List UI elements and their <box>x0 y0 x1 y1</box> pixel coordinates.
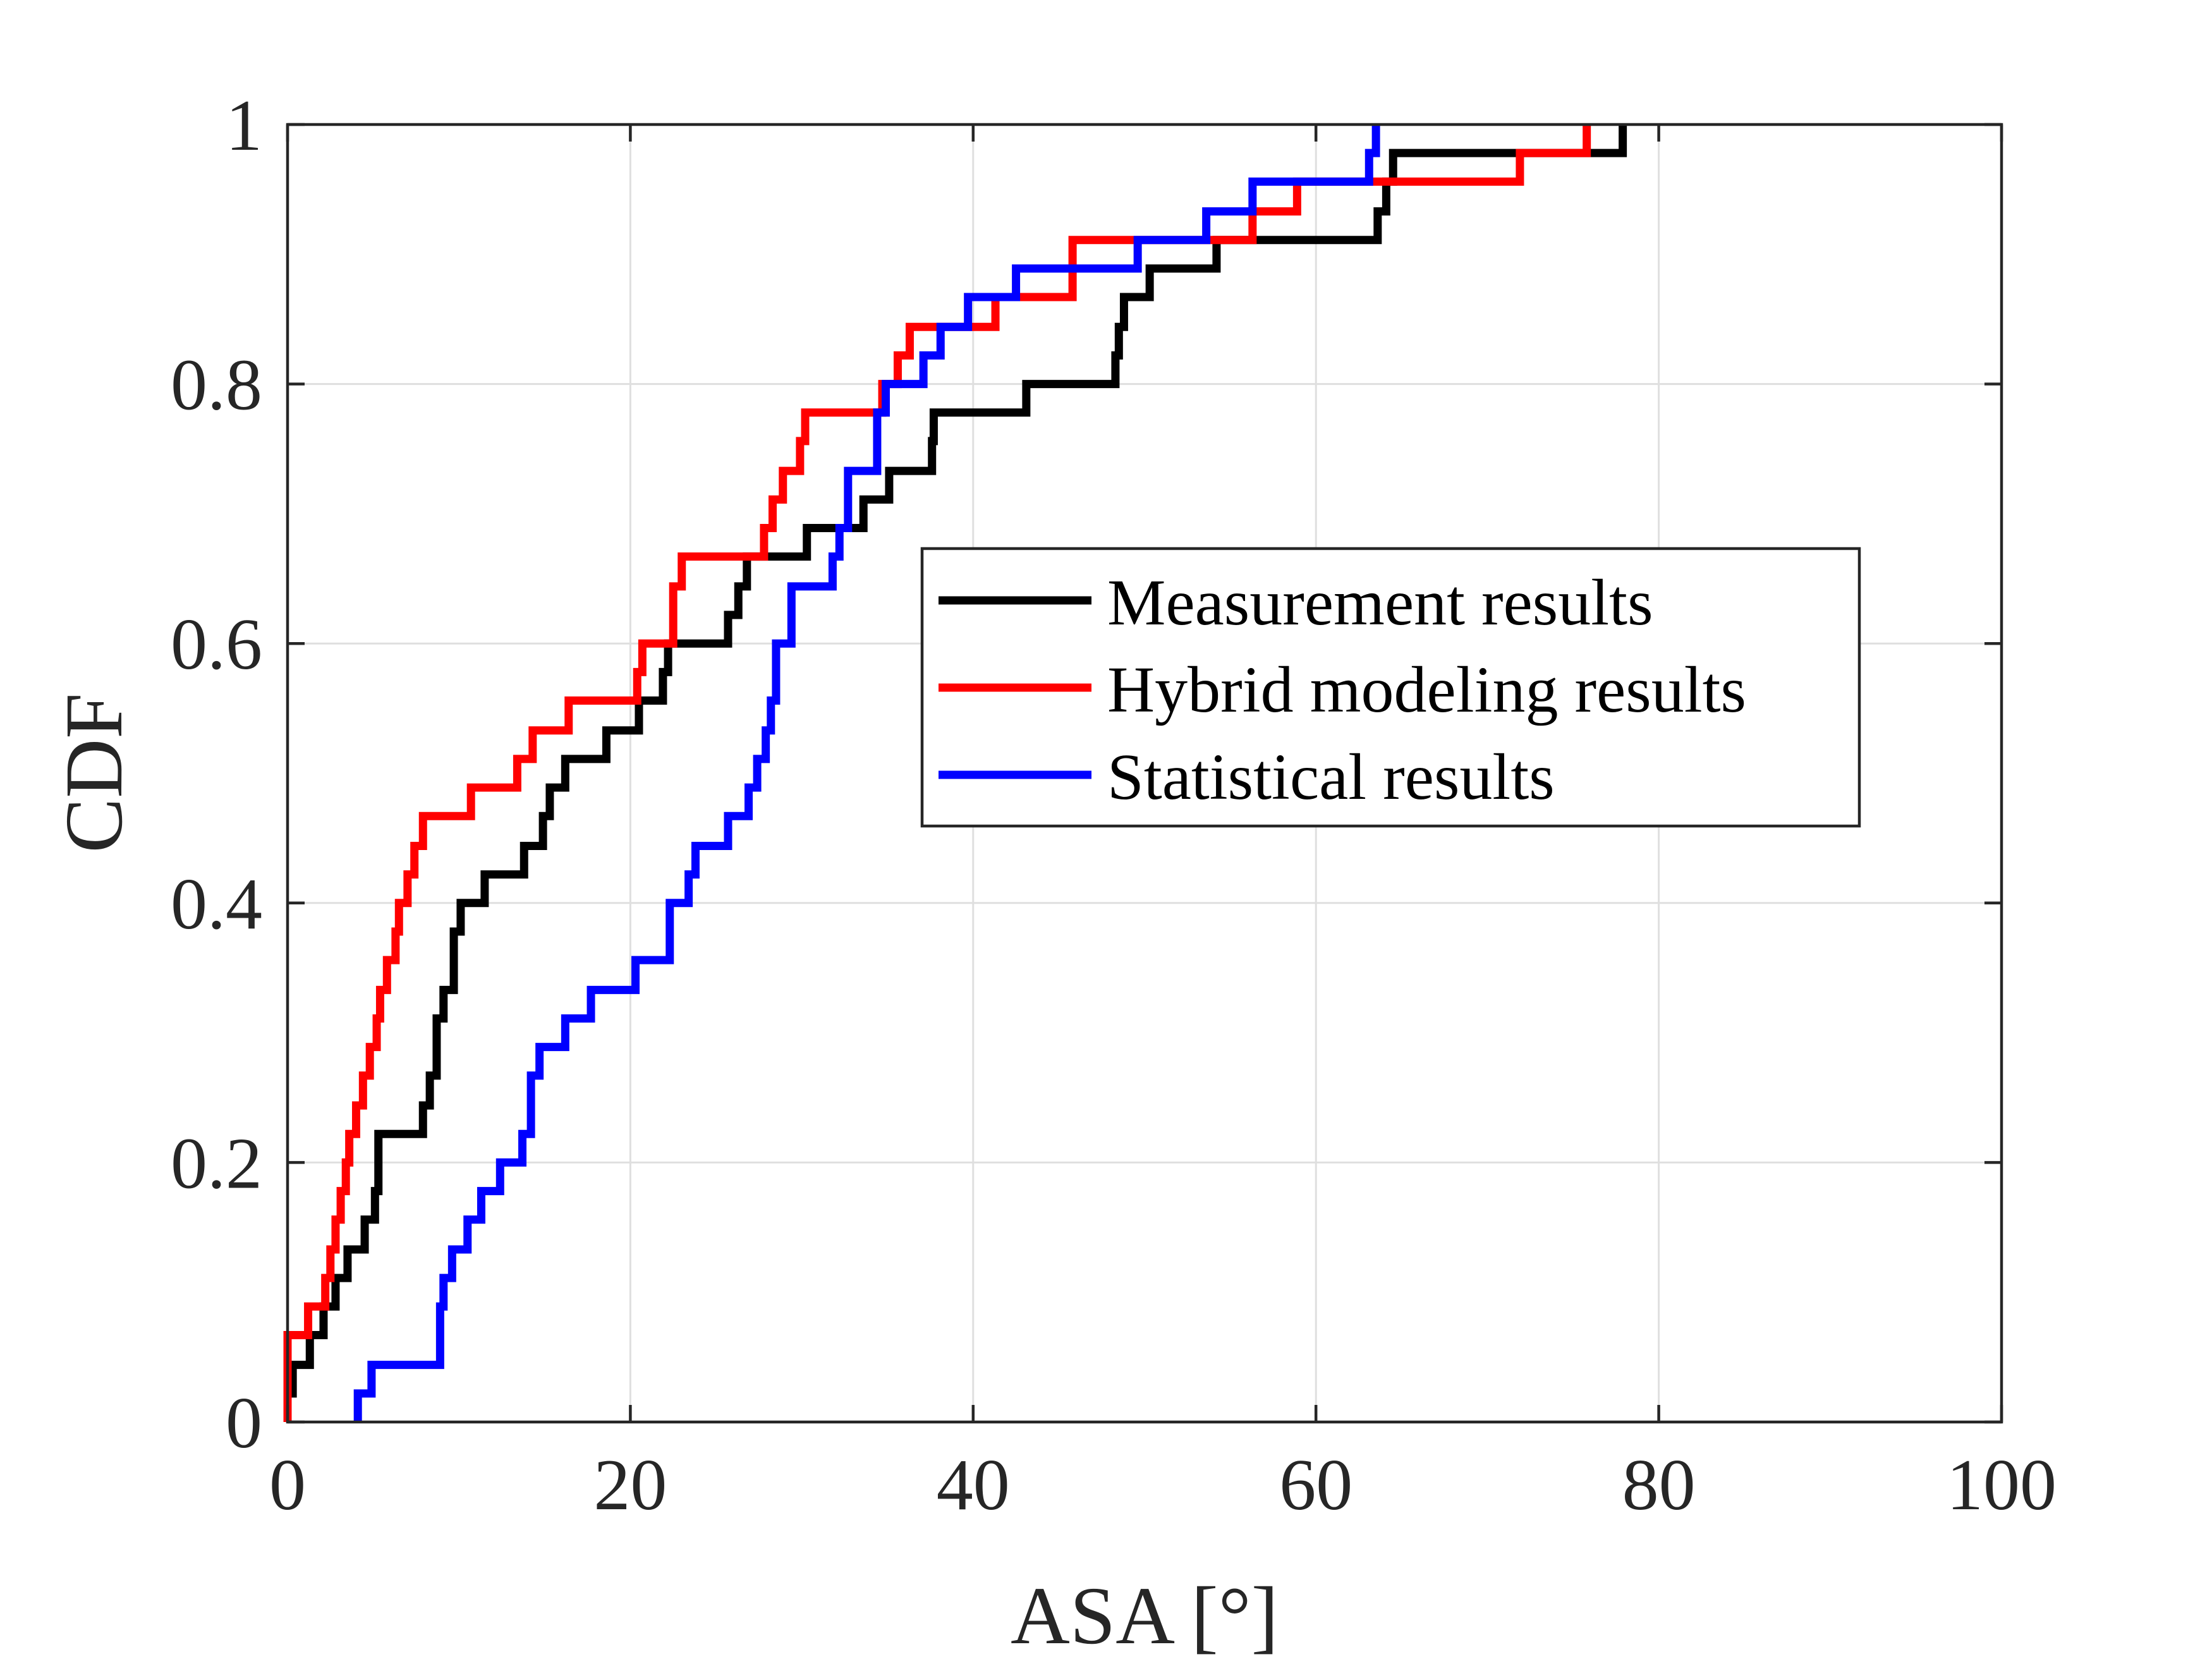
axis-ticks <box>286 123 2003 1424</box>
y-tick-label: 0.4 <box>171 864 262 945</box>
series-line-measurement-results <box>283 125 1627 1422</box>
x-tick-labels: 0 20 40 60 80 100 <box>269 1445 2057 1526</box>
legend: Measurement results Hybrid modeling resu… <box>920 547 1861 828</box>
y-tick-label: 0.2 <box>171 1123 262 1204</box>
x-tick-label: 60 <box>1279 1445 1352 1526</box>
x-tick-label: 40 <box>937 1445 1010 1526</box>
y-tick-label: 0.6 <box>171 604 262 685</box>
legend-label-statistical: Statistical results <box>1107 741 1555 813</box>
y-tick-label: 0 <box>226 1383 262 1464</box>
x-axis-label: ASA [°] <box>1011 1571 1279 1659</box>
x-tick-label: 20 <box>593 1445 667 1526</box>
x-tick-label: 100 <box>1947 1445 2057 1526</box>
y-axis-label: CDF <box>49 693 140 853</box>
series-line-hybrid-modeling-results <box>283 125 1591 1422</box>
series-line-statistical-results <box>353 125 1380 1422</box>
x-tick-label: 80 <box>1622 1445 1696 1526</box>
y-tick-labels: 0 0.2 0.4 0.6 0.8 1 <box>171 85 262 1464</box>
y-tick-label: 1 <box>226 85 262 166</box>
x-tick-label: 0 <box>269 1445 306 1526</box>
plot-frame <box>286 123 2003 1424</box>
legend-label-measurement: Measurement results <box>1107 566 1653 639</box>
series-layer <box>283 125 1627 1422</box>
legend-label-hybrid: Hybrid modeling results <box>1107 653 1746 726</box>
y-tick-label: 0.8 <box>171 345 262 426</box>
